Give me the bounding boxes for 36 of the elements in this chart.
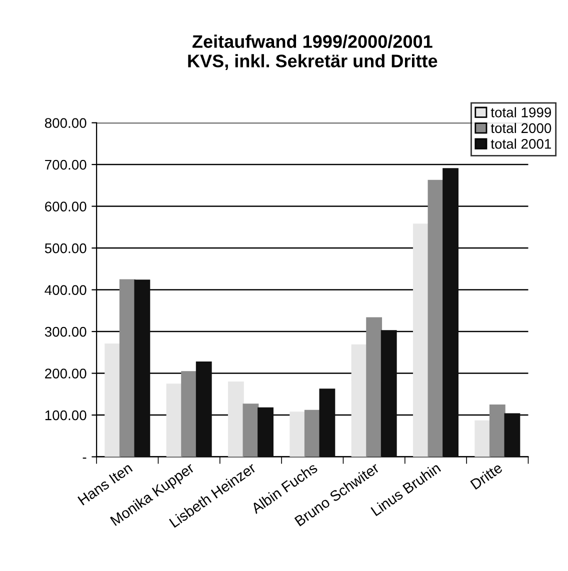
- legend-label: total 2001: [490, 138, 551, 149]
- bar: [104, 344, 121, 457]
- bar: [166, 384, 182, 457]
- y-tick-label: 500.00: [44, 243, 86, 254]
- bar: [428, 180, 444, 457]
- y-tick-label: 600.00: [45, 202, 86, 212]
- bar: [366, 317, 382, 457]
- y-tick-label: -: [82, 458, 86, 459]
- y-tick-label: 800.00: [44, 118, 86, 128]
- legend-label: total 1999: [490, 107, 552, 118]
- bar: [319, 388, 336, 457]
- chart-title: Zeitaufwand 1999/2000/2001 KVS, inkl. Sekretär und Dritte: [188, 34, 438, 70]
- bar: [504, 413, 520, 457]
- bar: [474, 420, 491, 457]
- bar: [228, 382, 244, 457]
- bar: [351, 344, 368, 457]
- bar: [412, 224, 429, 457]
- bar: [196, 361, 212, 457]
- y-tick-label: 700.00: [45, 160, 86, 170]
- y-tick-label: 200.00: [45, 368, 86, 378]
- y-tick-label: 100.00: [45, 410, 86, 420]
- x-tick-label: Hans Iten: [78, 462, 133, 506]
- x-tick-label: Dritte: [470, 462, 504, 490]
- legend-label: total 2000: [490, 122, 552, 134]
- bar: [380, 330, 397, 457]
- bar: [119, 279, 136, 457]
- bar: [181, 371, 198, 457]
- bar: [242, 404, 259, 457]
- y-tick-label: 400.00: [44, 285, 86, 295]
- y-tick-label: 300.00: [44, 326, 86, 337]
- bar: [442, 168, 458, 457]
- bar: [304, 410, 320, 457]
- bar: [290, 412, 306, 457]
- bar: [489, 404, 506, 457]
- bar: [258, 407, 274, 457]
- bar: [134, 280, 150, 457]
